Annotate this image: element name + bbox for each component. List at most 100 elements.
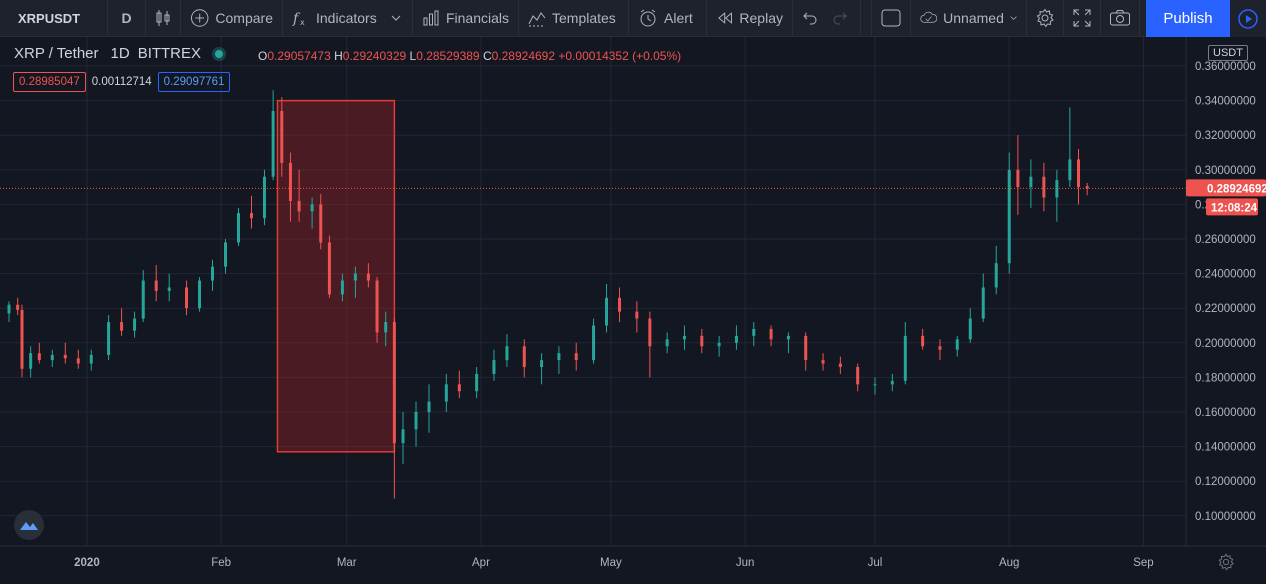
financials-button[interactable]: Financials (413, 0, 519, 36)
candle (375, 277, 379, 343)
tradingview-logo-icon (20, 522, 38, 530)
time-tick-label: May (600, 557, 622, 569)
candle (717, 335, 721, 357)
candle-body (1029, 176, 1033, 188)
candle (7, 301, 11, 323)
scale-settings-icon[interactable] (1217, 553, 1235, 571)
compare-plus-icon (190, 9, 209, 27)
candle (540, 353, 544, 385)
alert-button[interactable]: Alert (629, 0, 707, 36)
chart-background (0, 37, 1266, 584)
candle (665, 332, 669, 354)
snapshot-button[interactable] (1101, 0, 1140, 36)
candle-body (297, 200, 301, 212)
candle-body (734, 335, 738, 343)
fullscreen-button[interactable] (1064, 0, 1101, 36)
candle (262, 169, 266, 226)
low-value: 0.28529389 (416, 49, 480, 63)
candle-body (310, 204, 314, 212)
redo-icon[interactable] (832, 10, 848, 26)
layout-menu-button[interactable]: Unnamed (911, 0, 1027, 36)
candle-body (107, 322, 111, 355)
candle-body (475, 373, 479, 392)
legend-title[interactable]: XRP / Tether (14, 45, 99, 62)
candle (648, 311, 652, 378)
interval-button[interactable]: D (108, 0, 146, 36)
templates-button[interactable]: Templates (519, 0, 629, 36)
candle-body (167, 287, 171, 291)
chart-style-button[interactable] (146, 0, 181, 36)
candle-body (804, 335, 808, 361)
replay-label: Replay (739, 10, 783, 26)
candle (297, 169, 301, 222)
publish-label: Publish (1163, 10, 1213, 27)
publish-button[interactable]: Publish (1146, 0, 1230, 37)
tradingview-logo[interactable] (14, 510, 44, 540)
candle (414, 401, 418, 447)
candles-icon (156, 10, 170, 26)
publish-menu-button[interactable] (1230, 0, 1266, 37)
candle (921, 328, 925, 350)
candle-body (353, 273, 357, 281)
candle-body (682, 335, 686, 340)
candle-body (1007, 169, 1011, 264)
candle-body (574, 353, 578, 361)
settings-button[interactable] (1027, 0, 1064, 36)
candle (340, 273, 344, 302)
candle-body (665, 339, 669, 347)
low-label: L (409, 49, 417, 63)
candle (444, 373, 448, 412)
ask-value[interactable]: 0.29097761 (157, 72, 231, 92)
candle-body (752, 328, 756, 336)
alert-label: Alert (664, 10, 693, 26)
candle-body (211, 266, 215, 281)
candle (224, 239, 227, 274)
settings-gear-icon (1036, 8, 1054, 28)
candle-body (63, 354, 67, 359)
compare-button[interactable]: Compare (181, 0, 283, 36)
candle-body (414, 412, 418, 430)
candle (856, 363, 860, 392)
high-label: H (334, 49, 343, 63)
price-tick-label: 0.24000000 (1195, 269, 1256, 281)
candle-body (133, 318, 137, 331)
price-tick-label: 0.36000000 (1195, 61, 1256, 73)
candle-body (1068, 159, 1072, 181)
candle-body (375, 280, 379, 333)
replay-icon (718, 12, 732, 24)
candle (838, 356, 842, 374)
candle-body (7, 304, 11, 314)
replay-button[interactable]: Replay (707, 0, 793, 36)
candle (1068, 107, 1072, 188)
candle-body (700, 335, 704, 347)
symbol-search-button[interactable]: XRPUSDT (0, 0, 108, 36)
candle-body (769, 328, 773, 340)
price-chart[interactable]: 0.36000000 0.34000000 0.32000000 0.30000000… (0, 37, 1266, 584)
candle (327, 235, 331, 298)
candle (154, 264, 158, 302)
candle (384, 311, 388, 347)
bid-value[interactable]: 0.28985047 (13, 72, 86, 92)
candle (873, 377, 877, 395)
highlight-rectangle[interactable] (276, 99, 396, 453)
market-status-dot (215, 49, 224, 58)
candle-body (401, 429, 405, 444)
time-tick-label: Aug (999, 557, 1019, 569)
expand-icon (1073, 9, 1091, 27)
open-label: O (258, 49, 268, 63)
undo-icon[interactable] (802, 10, 818, 26)
fullscreen-toggle-button[interactable] (871, 0, 911, 36)
candle-body (592, 325, 596, 361)
alert-clock-icon (640, 9, 656, 27)
time-axis[interactable]: 2020 Feb Mar Apr May Jun Jul Aug Sep (74, 557, 1154, 569)
price-tick-label: 0.34000000 (1195, 96, 1256, 108)
candle (475, 367, 479, 399)
currency-tag[interactable]: USDT (1208, 45, 1248, 61)
candle-body (605, 297, 609, 326)
candle (1016, 135, 1020, 215)
candle-body (618, 297, 622, 312)
candle (29, 346, 33, 378)
candle (769, 325, 773, 347)
candle-body (249, 213, 253, 219)
